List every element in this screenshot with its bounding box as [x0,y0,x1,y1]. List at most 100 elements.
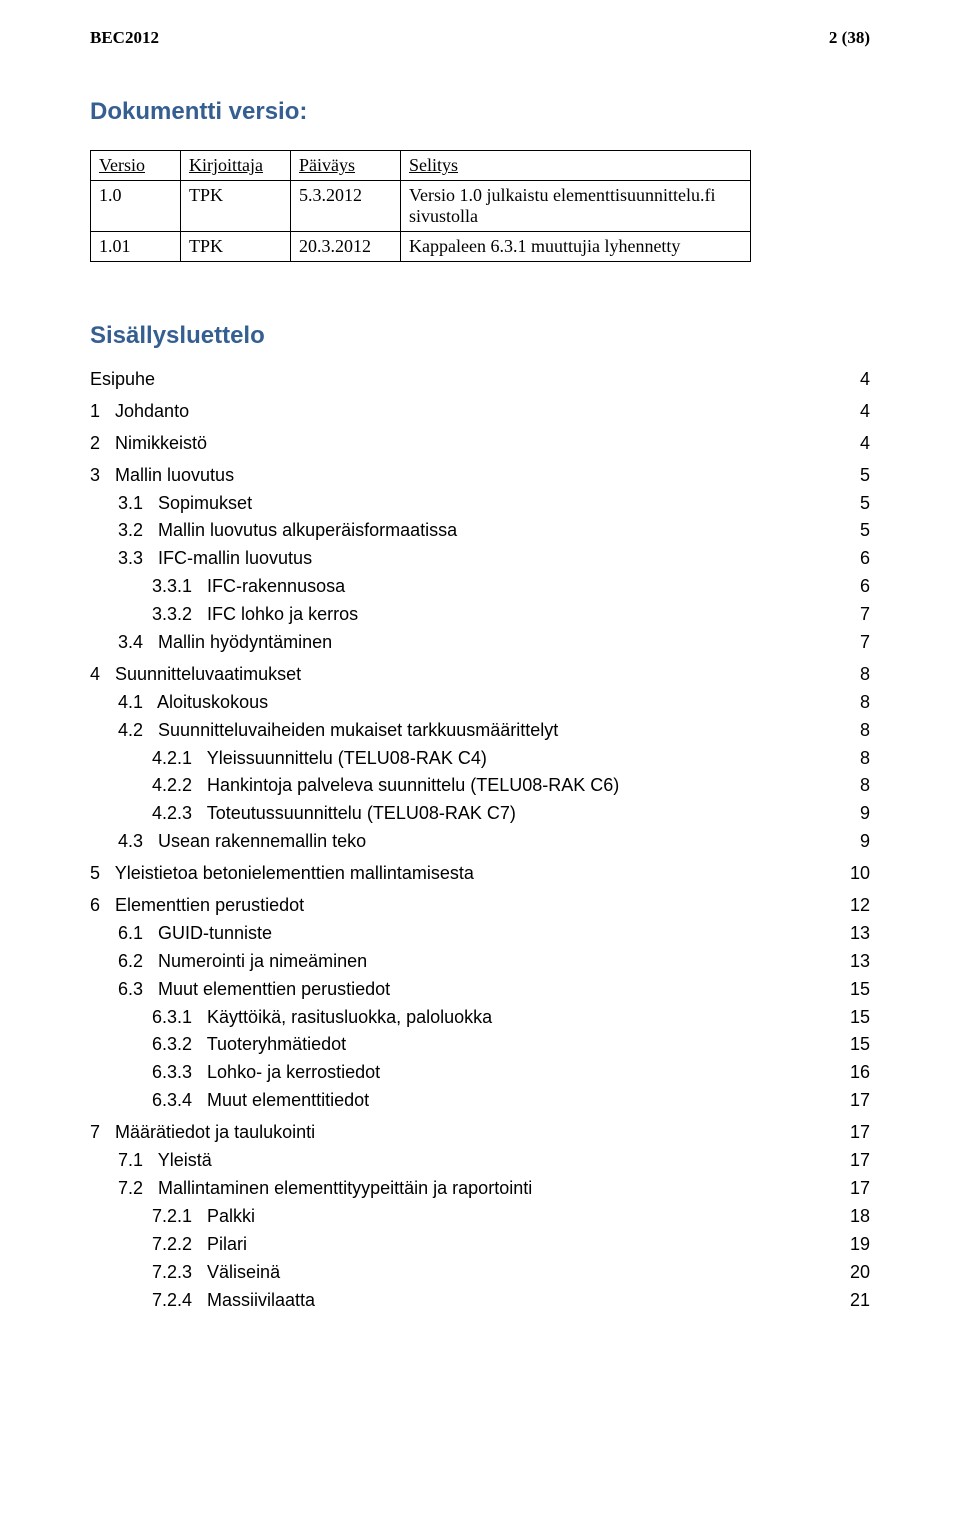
toc-entry-page: 7 [848,629,870,657]
toc-entry-page: 8 [848,689,870,717]
table-header-row: Versio Kirjoittaja Päiväys Selitys [91,151,751,181]
toc-entry: 6.3.4 Muut elementtitiedot 17 [90,1087,870,1115]
toc-entry-label: 4.2.3 Toteutussuunnittelu (TELU08-RAK C7… [152,800,516,828]
cell-selitys: Versio 1.0 julkaistu elementtisuunnittel… [401,181,751,232]
toc-entry: 4.2 Suunnitteluvaiheiden mukaiset tarkku… [90,717,870,745]
toc-entry-label: 7.1 Yleistä [118,1147,212,1175]
toc-entry-label: 5 Yleistietoa betonielementtien mallinta… [90,860,474,888]
cell-paivays: 20.3.2012 [291,232,401,262]
cell-versio: 1.0 [91,181,181,232]
col-header-selitys: Selitys [401,151,751,181]
toc-entry: 6.3.1 Käyttöikä, rasitusluokka, paloluok… [90,1004,870,1032]
toc-entry-page: 18 [838,1203,870,1231]
toc-entry-label: 1 Johdanto [90,398,189,426]
toc-entry-label: 6 Elementtien perustiedot [90,892,304,920]
toc-entry-page: 4 [848,430,870,458]
toc-entry: 5 Yleistietoa betonielementtien mallinta… [90,860,870,888]
toc-entry-page: 17 [838,1175,870,1203]
toc-entry-page: 16 [838,1059,870,1087]
cell-versio: 1.01 [91,232,181,262]
toc-entry-label: 3.3 IFC-mallin luovutus [118,545,312,573]
toc-entry-page: 9 [848,828,870,856]
col-header-paivays: Päiväys [291,151,401,181]
toc-entry-page: 21 [838,1287,870,1315]
cell-selitys: Kappaleen 6.3.1 muuttujia lyhennetty [401,232,751,262]
toc-entry-label: 4.3 Usean rakennemallin teko [118,828,366,856]
toc-entry-label: 3.3.2 IFC lohko ja kerros [152,601,358,629]
toc-entry-label: 7.2.3 Väliseinä [152,1259,280,1287]
toc-entry: 3.3 IFC-mallin luovutus6 [90,545,870,573]
toc-entry-label: 4 Suunnitteluvaatimukset [90,661,301,689]
toc-entry-page: 5 [848,462,870,490]
toc-entry: 6.3.3 Lohko- ja kerrostiedot 16 [90,1059,870,1087]
toc-entry: 3.2 Mallin luovutus alkuperäisformaatiss… [90,517,870,545]
toc-entry-page: 4 [848,398,870,426]
toc-entry-page: 9 [848,800,870,828]
toc-entry-label: 7.2.1 Palkki [152,1203,255,1231]
toc-entry-page: 12 [838,892,870,920]
col-header-kirjoittaja: Kirjoittaja [181,151,291,181]
cell-kirjoittaja: TPK [181,181,291,232]
toc-entry: 6.3 Muut elementtien perustiedot 15 [90,976,870,1004]
toc-entry-page: 7 [848,601,870,629]
table-of-contents: Esipuhe 4 1 Johdanto 4 2 Nimikkeistö 4 3 Malli… [90,366,870,1314]
toc-entry-label: 3.4 Mallin hyödyntäminen [118,629,332,657]
toc-entry-label: 3.3.1 IFC-rakennusosa [152,573,345,601]
toc-entry: 3 Mallin luovutus 5 [90,462,870,490]
toc-entry-page: 8 [848,772,870,800]
toc-entry-page: 4 [848,366,870,394]
toc-entry: 7.2.2 Pilari19 [90,1231,870,1259]
toc-entry-page: 15 [838,976,870,1004]
table-row: 1.01 TPK 20.3.2012 Kappaleen 6.3.1 muutt… [91,232,751,262]
toc-entry-page: 15 [838,1031,870,1059]
toc-entry: 7.2.1 Palkki 18 [90,1203,870,1231]
toc-entry: 7 Määrätiedot ja taulukointi17 [90,1119,870,1147]
toc-entry-label: 3.1 Sopimukset [118,490,252,518]
toc-entry-label: 6.3.1 Käyttöikä, rasitusluokka, paloluok… [152,1004,492,1032]
toc-entry: 7.1 Yleistä17 [90,1147,870,1175]
toc-entry: 7.2.4 Massiivilaatta 21 [90,1287,870,1315]
document-page: BEC2012 2 (38) Dokumentti versio: Versio… [0,0,960,1538]
toc-entry: 6 Elementtien perustiedot 12 [90,892,870,920]
toc-entry-label: 7.2.4 Massiivilaatta [152,1287,315,1315]
toc-entry-label: 6.3 Muut elementtien perustiedot [118,976,390,1004]
toc-entry-label: 7.2.2 Pilari [152,1231,247,1259]
toc-entry-page: 8 [848,745,870,773]
toc-entry-page: 10 [838,860,870,888]
toc-entry-page: 15 [838,1004,870,1032]
toc-entry-page: 13 [838,920,870,948]
toc-entry-label: 7 Määrätiedot ja taulukointi [90,1119,315,1147]
toc-entry-page: 5 [848,517,870,545]
toc-entry-page: 13 [838,948,870,976]
toc-entry-label: 6.3.3 Lohko- ja kerrostiedot [152,1059,380,1087]
toc-entry-label: 3 Mallin luovutus [90,462,234,490]
toc-entry-page: 6 [848,573,870,601]
toc-entry-label: 6.3.4 Muut elementtitiedot [152,1087,369,1115]
toc-entry: 1 Johdanto 4 [90,398,870,426]
cell-paivays: 5.3.2012 [291,181,401,232]
toc-entry: 6.2 Numerointi ja nimeäminen 13 [90,948,870,976]
toc-entry-label: 6.3.2 Tuoteryhmätiedot [152,1031,346,1059]
toc-heading: Sisällysluettelo [90,322,870,350]
toc-entry: 3.3.2 IFC lohko ja kerros 7 [90,601,870,629]
toc-entry: 4.3 Usean rakennemallin teko 9 [90,828,870,856]
toc-entry: 7.2.3 Väliseinä 20 [90,1259,870,1287]
toc-entry: 3.1 Sopimukset 5 [90,490,870,518]
toc-entry-label: 4.1 Aloituskokous [118,689,268,717]
toc-entry-label: 4.2 Suunnitteluvaiheiden mukaiset tarkku… [118,717,558,745]
toc-entry-page: 17 [838,1087,870,1115]
toc-entry: Esipuhe 4 [90,366,870,394]
toc-entry: 4.2.3 Toteutussuunnittelu (TELU08-RAK C7… [90,800,870,828]
toc-entry-label: 3.2 Mallin luovutus alkuperäisformaatiss… [118,517,457,545]
toc-entry-label: Esipuhe [90,366,155,394]
toc-entry-label: 6.2 Numerointi ja nimeäminen [118,948,367,976]
cell-kirjoittaja: TPK [181,232,291,262]
page-header: BEC2012 2 (38) [90,28,870,48]
header-left: BEC2012 [90,28,159,48]
col-header-versio: Versio [91,151,181,181]
toc-entry-label: 2 Nimikkeistö [90,430,207,458]
toc-entry-label: 4.2.2 Hankintoja palveleva suunnittelu (… [152,772,619,800]
toc-entry-page: 20 [838,1259,870,1287]
toc-entry-page: 5 [848,490,870,518]
toc-entry-page: 8 [848,717,870,745]
